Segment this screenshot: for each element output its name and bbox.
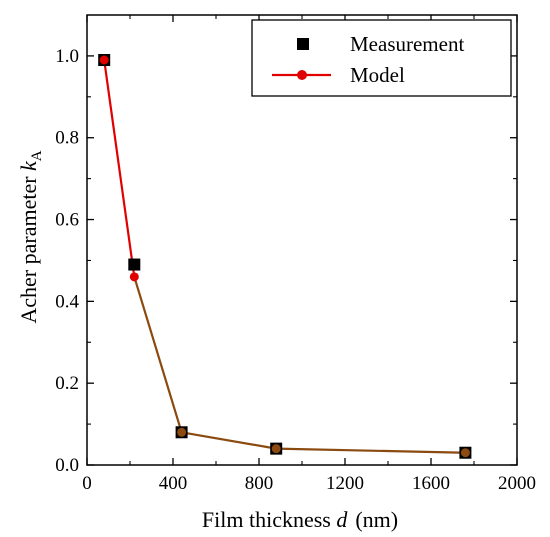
legend-box: [251, 19, 512, 97]
x-axis-title: Film thickness d (nm): [202, 507, 398, 532]
y-tick-label: 0.6: [55, 210, 79, 231]
x-tick-label: 1600: [412, 473, 450, 494]
tick-labels: 0 400 800 1200 1600 2000 0.0 0.2 0.4 0.6 0.8 1.0: [55, 46, 536, 494]
y-tick-label: 0.4: [55, 291, 79, 312]
model-line-segment: [133, 276, 183, 433]
model-point: [177, 427, 187, 437]
x-tick-label: 1200: [326, 473, 364, 494]
x-axis-title-text: Film thickness: [202, 507, 336, 532]
x-tick-label: 2000: [498, 473, 536, 494]
model-line-segment: [103, 59, 136, 277]
y-axis-title: Acher parameter kA: [16, 150, 45, 323]
model-point: [99, 55, 109, 65]
x-tick-label: 0: [82, 473, 92, 494]
legend-measurement-marker: [297, 38, 309, 50]
x-tick-label: 800: [245, 473, 274, 494]
series-markers: [98, 54, 472, 459]
legend-measurement-label: Measurement: [350, 32, 464, 56]
legend-model-marker: [297, 70, 307, 80]
y-tick-label: 1.0: [55, 46, 79, 67]
y-axis-title-text: Acher parameter: [16, 171, 41, 324]
model-line-segment: [181, 431, 277, 450]
y-tick-label: 0.2: [55, 373, 79, 394]
model-line-segment: [276, 447, 466, 454]
series-lines: [103, 59, 466, 454]
y-axis-title-var: k: [16, 160, 41, 171]
x-axis-title-unit: (nm): [355, 507, 398, 532]
model-point: [460, 448, 470, 458]
measurement-point: [128, 258, 141, 271]
y-axis-title-sub: A: [29, 150, 45, 161]
model-point: [129, 272, 139, 282]
legend: Measurement Model: [251, 19, 512, 97]
legend-model-label: Model: [350, 63, 405, 87]
y-tick-label: 0.0: [55, 455, 79, 476]
x-tick-label: 400: [159, 473, 188, 494]
x-axis-title-var: d: [336, 507, 348, 532]
y-tick-label: 0.8: [55, 128, 79, 149]
model-point: [271, 444, 281, 454]
